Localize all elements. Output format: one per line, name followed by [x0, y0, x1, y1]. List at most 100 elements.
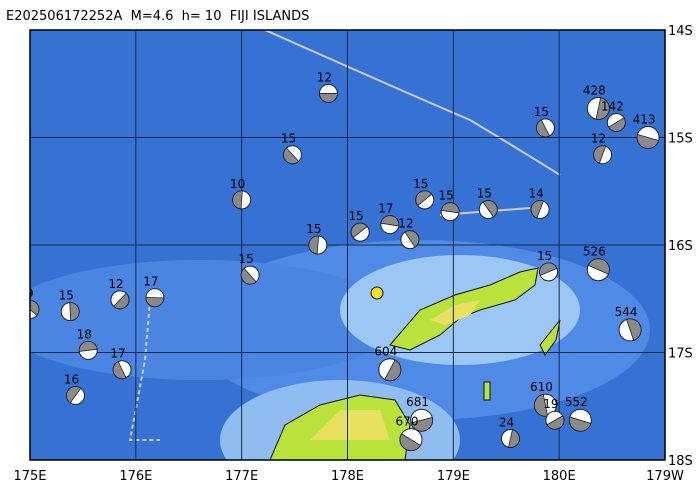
beachball-quadrant	[78, 341, 98, 352]
focal-mechanism	[500, 429, 520, 448]
focal-mechanism	[539, 262, 559, 282]
focal-mechanism	[350, 222, 370, 242]
depth-label: 610	[530, 380, 553, 394]
depth-label: 15	[537, 249, 552, 263]
plate-boundary	[264, 30, 561, 176]
depth-label: 15	[306, 222, 321, 236]
highland	[310, 410, 390, 440]
focal-mechanism	[606, 112, 626, 132]
depth-label: 10	[230, 177, 245, 191]
beachball-quadrant	[30, 300, 40, 316]
focal-mechanism	[400, 230, 420, 250]
beachball-quadrant	[539, 262, 558, 276]
beachball-quadrant	[66, 386, 82, 404]
map-title: E202506172252A M=4.6 h= 10 FIJI ISLANDS	[6, 9, 309, 24]
depth-label: 428	[583, 83, 606, 97]
beachball-quadrant	[399, 433, 421, 451]
beachball-quadrant	[113, 292, 130, 310]
depth-label: 681	[406, 395, 429, 409]
beachball-quadrant	[625, 318, 642, 341]
focal-mechanism	[399, 428, 423, 452]
depth-label: 552	[565, 395, 588, 409]
depth-label: 413	[633, 113, 656, 127]
focal-mechanism	[415, 190, 435, 210]
beachball-quadrant	[415, 190, 433, 207]
depth-label: 17	[143, 275, 158, 289]
depth-label: 17	[378, 202, 393, 216]
depth-label: 24	[499, 416, 514, 430]
beachball-quadrant	[308, 235, 320, 255]
focal-mechanism	[586, 96, 610, 120]
beachball-quadrant	[595, 97, 610, 120]
focal-mechanism	[112, 360, 132, 380]
depth-label: 15	[349, 209, 364, 223]
x-tick-label: 177E	[225, 469, 258, 484]
map-frame	[29, 29, 666, 461]
depth-label: 544	[615, 305, 638, 319]
depth-label: 15	[59, 289, 74, 303]
depth-label: 19	[543, 397, 558, 411]
focal-mechanism	[318, 83, 338, 103]
focal-mechanism	[110, 290, 130, 310]
depth-label: 12	[591, 132, 606, 146]
focal-mechanism	[533, 393, 557, 417]
beachball-quadrant	[546, 415, 565, 430]
focal-mechanism	[282, 145, 302, 165]
beachball-quadrant	[319, 93, 338, 103]
focal-mechanism	[636, 126, 660, 149]
depth-label: 19	[18, 287, 33, 301]
beachball-quadrant	[112, 361, 127, 380]
focal-mechanism	[593, 145, 613, 165]
depth-label: 12	[398, 217, 413, 231]
focal-mechanism	[535, 118, 555, 138]
plate-boundary	[128, 299, 160, 441]
depth-label: 12	[108, 277, 123, 291]
beachball-quadrant	[283, 147, 300, 165]
x-tick-label: 175E	[13, 469, 46, 484]
beachball-quadrant	[350, 222, 368, 239]
depth-label: 15	[477, 187, 492, 201]
map-area: 12 15 10 15 15 15 428 142 413 15 12 15 526 544 604 681 6…	[18, 30, 665, 460]
depth-label: 15	[439, 189, 454, 203]
beachball-quadrant	[384, 359, 402, 382]
depth-label: 17	[110, 347, 125, 361]
focal-mechanism	[78, 340, 98, 360]
beachball-quadrant	[232, 190, 243, 210]
island	[483, 381, 491, 401]
focal-mechanism	[440, 202, 460, 222]
beachball-quadrant	[593, 145, 607, 164]
focal-mechanism	[66, 386, 86, 405]
beachball-quadrant	[145, 297, 165, 308]
beachball-quadrant	[568, 416, 592, 432]
depth-label: 142	[601, 99, 624, 113]
beachball-quadrant	[507, 429, 520, 448]
beachball-quadrant	[587, 258, 610, 275]
beachball-quadrant	[536, 119, 551, 138]
x-tick-label: 178E	[331, 469, 364, 484]
beachball-quadrant	[482, 200, 498, 218]
beachball-quadrant	[380, 215, 400, 227]
depth-label: 15	[281, 132, 296, 146]
focal-mechanism	[545, 410, 565, 430]
depth-label: 526	[583, 245, 606, 259]
y-tick-label: 16S	[668, 239, 693, 254]
depth-label: 18	[77, 327, 92, 341]
beachball-quadrant	[636, 133, 660, 149]
focal-mechanism	[618, 318, 642, 342]
focal-mechanism	[568, 408, 592, 432]
y-tick-label: 14S	[668, 24, 693, 39]
x-tick-label: 179W	[646, 469, 684, 484]
depth-label: 15	[238, 252, 253, 266]
focal-mechanism	[145, 288, 165, 308]
beachball-quadrant	[530, 200, 544, 219]
focal-mechanism	[60, 302, 80, 322]
depth-label: 15	[413, 177, 428, 191]
beachball-quadrant	[69, 302, 80, 322]
depth-label: 15	[534, 105, 549, 119]
focal-mechanism	[378, 358, 402, 382]
focal-mechanism	[30, 300, 40, 319]
focal-mechanism	[308, 235, 328, 255]
x-tick-label: 180E	[543, 469, 576, 484]
focal-mechanism	[410, 408, 434, 432]
